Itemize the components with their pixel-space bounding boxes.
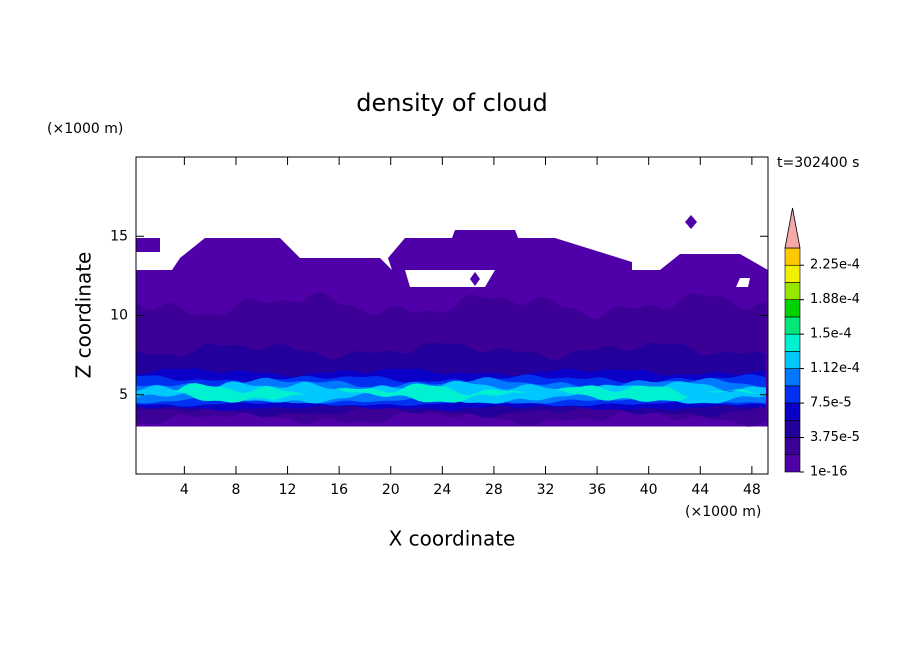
contour-hole [736, 278, 750, 287]
y-axis-label: Z coordinate [72, 252, 96, 379]
x-tick-label: 28 [485, 482, 503, 498]
colorbar-extension [784, 207, 801, 249]
colorbar-swatch [784, 333, 801, 352]
x-tick-label: 20 [382, 482, 400, 498]
x-axis-label: X coordinate [389, 527, 516, 551]
colorbar-swatch [784, 299, 801, 318]
y-unit: (×1000 m) [47, 121, 123, 137]
contour-field [136, 215, 768, 427]
x-unit: (×1000 m) [685, 504, 761, 520]
colorbar-swatch [784, 385, 801, 404]
colorbar-swatch [784, 264, 801, 283]
x-tick-label: 48 [743, 482, 761, 498]
colorbar-swatch [784, 282, 801, 300]
y-tick-label: 15 [110, 228, 128, 244]
colorbar-swatch [784, 316, 801, 335]
contour-region [136, 383, 766, 403]
chart-title: density of cloud [356, 89, 547, 117]
x-tick-label: 32 [537, 482, 555, 498]
axes [135, 156, 769, 475]
x-tick-label: 36 [588, 482, 606, 498]
x-tick-label: 4 [180, 482, 189, 498]
contour-hole [405, 270, 495, 287]
colorbar-label: 1.5e-4 [810, 327, 852, 342]
colorbar-swatch [784, 402, 801, 421]
x-tick-label: 12 [279, 482, 297, 498]
colorbar-label: 1e-16 [810, 465, 848, 480]
x-tick-label: 16 [330, 482, 348, 498]
colorbar-label: 2.25e-4 [810, 258, 860, 273]
contour-region [470, 272, 480, 286]
colorbar-swatch [784, 351, 801, 369]
y-tick-label: 10 [110, 308, 128, 324]
x-tick-label: 8 [231, 482, 240, 498]
colorbar-swatch [784, 247, 801, 266]
contour-region [685, 215, 697, 229]
colorbar-label: 1.88e-4 [810, 292, 860, 307]
y-tick-label: 5 [119, 387, 128, 403]
x-tick-label: 44 [691, 482, 709, 498]
time-annotation: t=302400 s [777, 155, 859, 171]
colorbar-swatch [784, 437, 801, 456]
colorbar-label: 3.75e-5 [810, 430, 860, 445]
colorbar-swatch [784, 454, 801, 473]
colorbar-label: 7.5e-5 [810, 396, 852, 411]
x-tick-label: 40 [640, 482, 658, 498]
x-tick-label: 24 [433, 482, 451, 498]
colorbar-label: 1.12e-4 [810, 361, 860, 376]
colorbar-swatch [784, 420, 801, 438]
colorbar-swatch [784, 368, 801, 387]
